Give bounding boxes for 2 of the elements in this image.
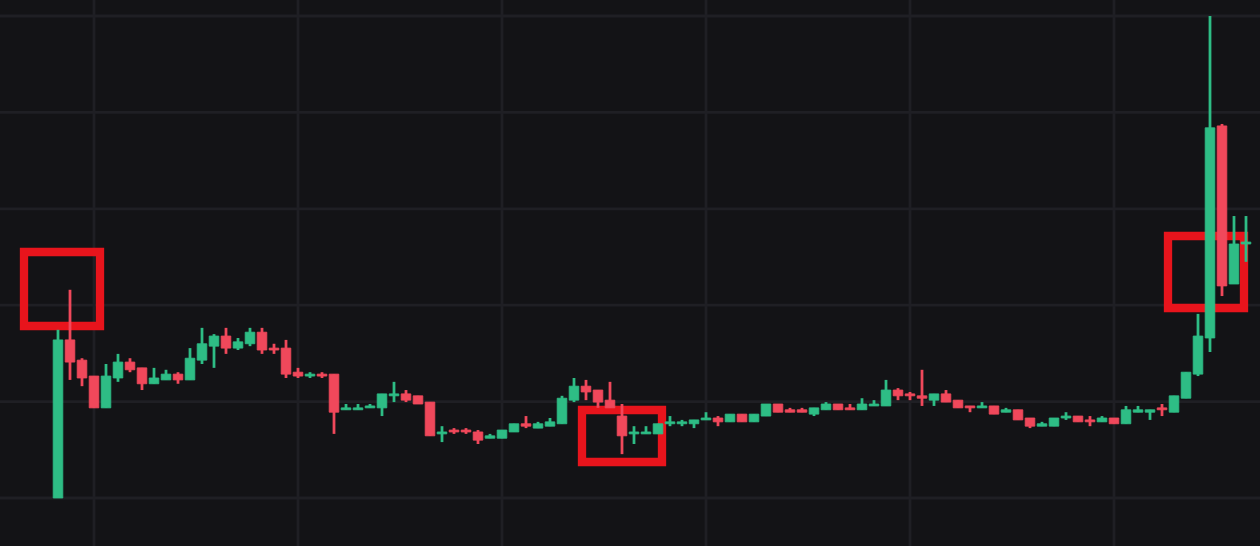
candlestick [616,402,628,456]
candlestick [220,326,232,356]
